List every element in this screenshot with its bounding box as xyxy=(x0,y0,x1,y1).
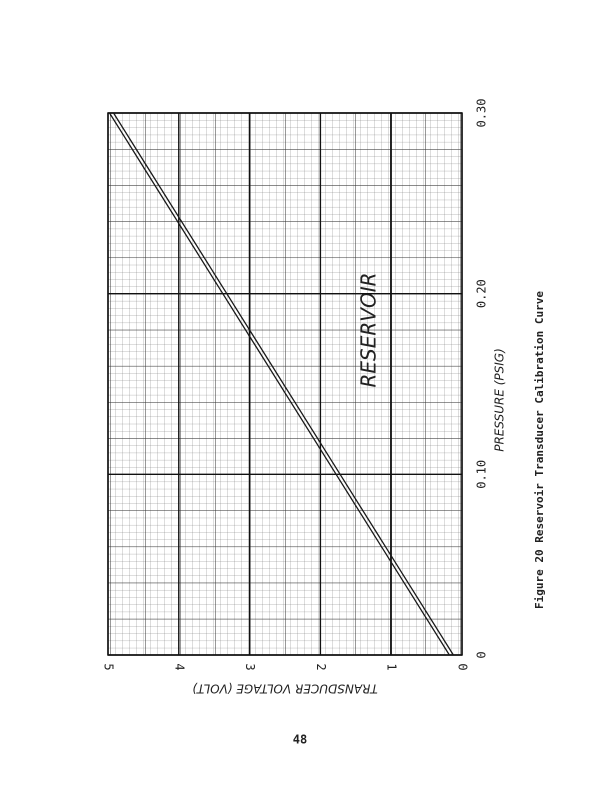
graph-paper-major xyxy=(108,113,462,655)
y-tick-label: 0 xyxy=(456,663,470,670)
y-tick-label: 4 xyxy=(172,663,186,670)
caption: Figure 20 Reservoir Transducer Calibrati… xyxy=(533,291,546,609)
y-tick-label: 5 xyxy=(102,663,116,670)
x-tick-label: 0 xyxy=(475,651,489,658)
x-tick-label: 0.10 xyxy=(475,460,489,489)
data-line xyxy=(108,112,450,656)
y-tick-label: 3 xyxy=(243,663,257,670)
y-tick-label: 2 xyxy=(314,663,328,670)
y-tick-label: 1 xyxy=(385,663,399,670)
data-line xyxy=(112,112,454,656)
x-axis-label: PRESSURE (PSIG) xyxy=(493,348,507,452)
y-axis-label: TRANSDUCER VOLTAGE (VOLT) xyxy=(192,682,377,696)
x-tick-label: 0.30 xyxy=(475,99,489,128)
page-number: 48 xyxy=(293,733,307,747)
x-tick-label: 0.20 xyxy=(475,279,489,308)
annotation: RESERVOIR xyxy=(357,273,381,388)
